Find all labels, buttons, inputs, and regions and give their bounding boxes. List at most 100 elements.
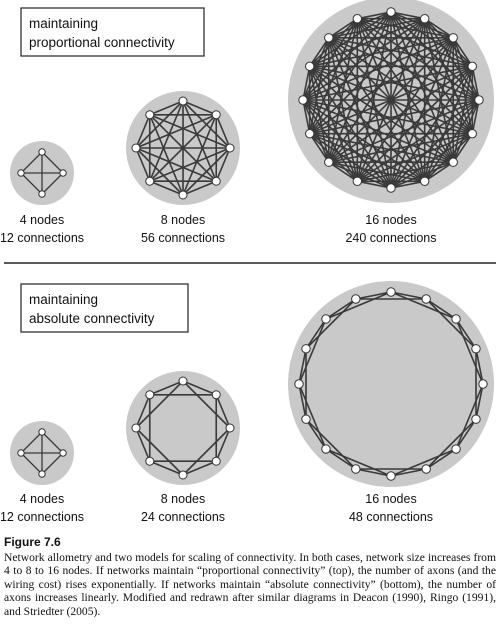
connection-line bbox=[148, 460, 184, 476]
connection-line bbox=[298, 318, 327, 385]
connection-line bbox=[298, 383, 327, 450]
connection-line bbox=[390, 291, 428, 300]
connection-line bbox=[390, 448, 457, 477]
connection-line bbox=[356, 11, 392, 20]
connection-line bbox=[455, 383, 484, 450]
connection-line bbox=[390, 11, 426, 20]
bottom-title-box bbox=[20, 283, 189, 333]
connection-line bbox=[308, 65, 455, 164]
network-node bbox=[421, 464, 431, 474]
connection-line bbox=[148, 113, 218, 183]
network-node bbox=[467, 61, 477, 72]
connection-line bbox=[308, 17, 359, 135]
connection-line bbox=[302, 65, 474, 101]
network-node bbox=[478, 379, 488, 389]
connection-line bbox=[390, 17, 426, 189]
connection-line bbox=[327, 36, 480, 101]
connection-line bbox=[308, 17, 359, 68]
connection-line bbox=[390, 132, 474, 189]
network-node bbox=[421, 294, 431, 304]
connection-line bbox=[302, 99, 311, 135]
network-node bbox=[211, 456, 221, 466]
connection-line bbox=[302, 99, 330, 164]
bot-net-2-nodes-label: 16 nodes bbox=[365, 492, 416, 506]
connection-line bbox=[148, 180, 184, 196]
network-disc bbox=[126, 371, 240, 485]
network-node bbox=[131, 423, 141, 433]
network-node bbox=[351, 294, 361, 304]
network-node bbox=[131, 143, 141, 153]
connection-line bbox=[308, 132, 330, 164]
connection-line bbox=[302, 99, 426, 183]
connection-line bbox=[356, 17, 426, 183]
connection-line bbox=[327, 65, 474, 164]
connection-line bbox=[135, 427, 184, 476]
connection-line bbox=[327, 36, 359, 183]
network-4-nodes-absolute bbox=[10, 421, 74, 485]
network-node bbox=[38, 190, 46, 198]
connection-line bbox=[135, 427, 151, 463]
connection-line bbox=[356, 17, 480, 101]
network-node bbox=[451, 314, 461, 324]
connection-line bbox=[182, 380, 218, 396]
connection-line bbox=[308, 65, 359, 183]
network-node bbox=[38, 428, 46, 436]
connection-line bbox=[41, 172, 64, 195]
network-node bbox=[145, 390, 155, 400]
connection-line bbox=[148, 113, 231, 149]
top-net-0-connections-label: 12 connections bbox=[0, 231, 84, 245]
connection-line bbox=[354, 468, 392, 477]
network-node bbox=[38, 470, 46, 478]
connection-line bbox=[327, 36, 426, 183]
top-net-0-nodes-label: 4 nodes bbox=[20, 213, 64, 227]
network-node bbox=[321, 444, 331, 454]
connection-line bbox=[327, 161, 392, 189]
connection-line bbox=[215, 113, 231, 149]
network-node bbox=[294, 379, 304, 389]
connection-line bbox=[215, 427, 231, 463]
connection-line bbox=[327, 36, 474, 135]
network-node bbox=[178, 470, 188, 480]
network-node bbox=[178, 190, 188, 200]
bot-net-2-connections-label: 48 connections bbox=[349, 510, 433, 524]
connection-line bbox=[135, 147, 184, 196]
network-node bbox=[386, 183, 396, 193]
connection-line bbox=[390, 11, 474, 68]
top-net-2-connections-label: 240 connections bbox=[345, 231, 436, 245]
network-node bbox=[324, 33, 334, 43]
bottom-title-line2: absolute connectivity bbox=[29, 311, 155, 326]
caption-text: Network allometry and two models for sca… bbox=[4, 550, 496, 618]
network-node bbox=[324, 157, 334, 167]
connection-line bbox=[325, 298, 357, 320]
connection-line bbox=[308, 132, 392, 189]
connection-line bbox=[356, 36, 455, 183]
connection-line bbox=[390, 468, 428, 477]
connection-line bbox=[455, 318, 477, 350]
connection-line bbox=[423, 17, 480, 101]
connection-line bbox=[20, 452, 43, 475]
connection-line bbox=[302, 36, 330, 101]
connection-line bbox=[182, 180, 218, 196]
connection-line bbox=[308, 36, 330, 135]
connection-line bbox=[452, 36, 474, 135]
top-net-1-connections-label: 56 connections bbox=[141, 231, 225, 245]
connection-line bbox=[356, 17, 455, 164]
connection-line bbox=[390, 291, 457, 320]
network-8-nodes-absolute bbox=[126, 371, 240, 485]
connection-line bbox=[471, 99, 480, 135]
connection-line bbox=[305, 418, 327, 450]
connection-line bbox=[41, 431, 64, 454]
connection-line bbox=[305, 298, 357, 350]
connection-line bbox=[302, 99, 474, 135]
connection-line bbox=[20, 431, 43, 454]
network-node bbox=[301, 414, 311, 424]
connection-line bbox=[423, 99, 480, 183]
connection-line bbox=[423, 17, 455, 39]
connection-line bbox=[41, 452, 64, 475]
connection-line bbox=[305, 418, 357, 470]
bottom-title-line1: maintaining bbox=[29, 292, 98, 307]
top-title-line1: maintaining bbox=[29, 16, 98, 31]
network-node bbox=[474, 95, 484, 105]
connection-line bbox=[308, 36, 455, 135]
connection-line bbox=[455, 418, 477, 450]
